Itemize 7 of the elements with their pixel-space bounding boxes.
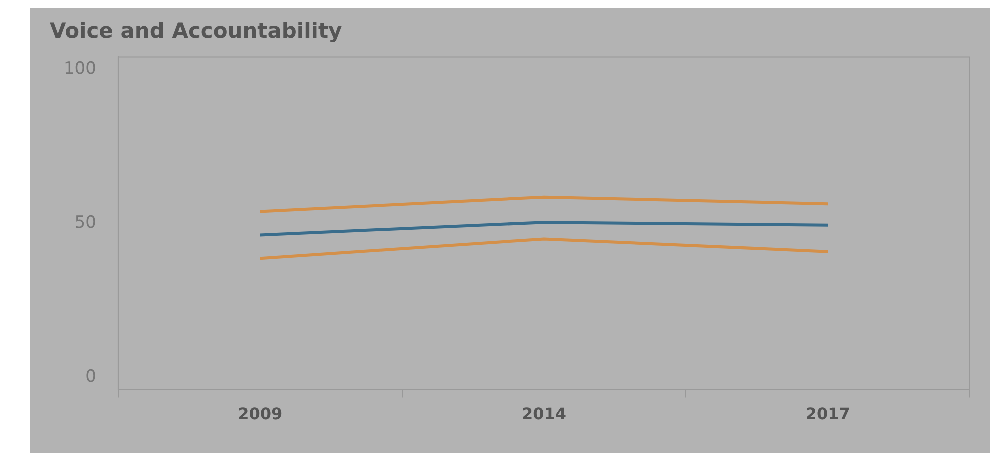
y-tick-label: 50 <box>74 212 96 233</box>
y-tick-label: 0 <box>86 366 96 387</box>
y-tick-label: 100 <box>64 58 96 79</box>
x-tick-label: 2014 <box>522 404 566 424</box>
chart-title: Voice and Accountability <box>50 19 343 44</box>
x-tick-label: 2017 <box>806 404 850 424</box>
x-tick-label: 2009 <box>238 404 283 424</box>
